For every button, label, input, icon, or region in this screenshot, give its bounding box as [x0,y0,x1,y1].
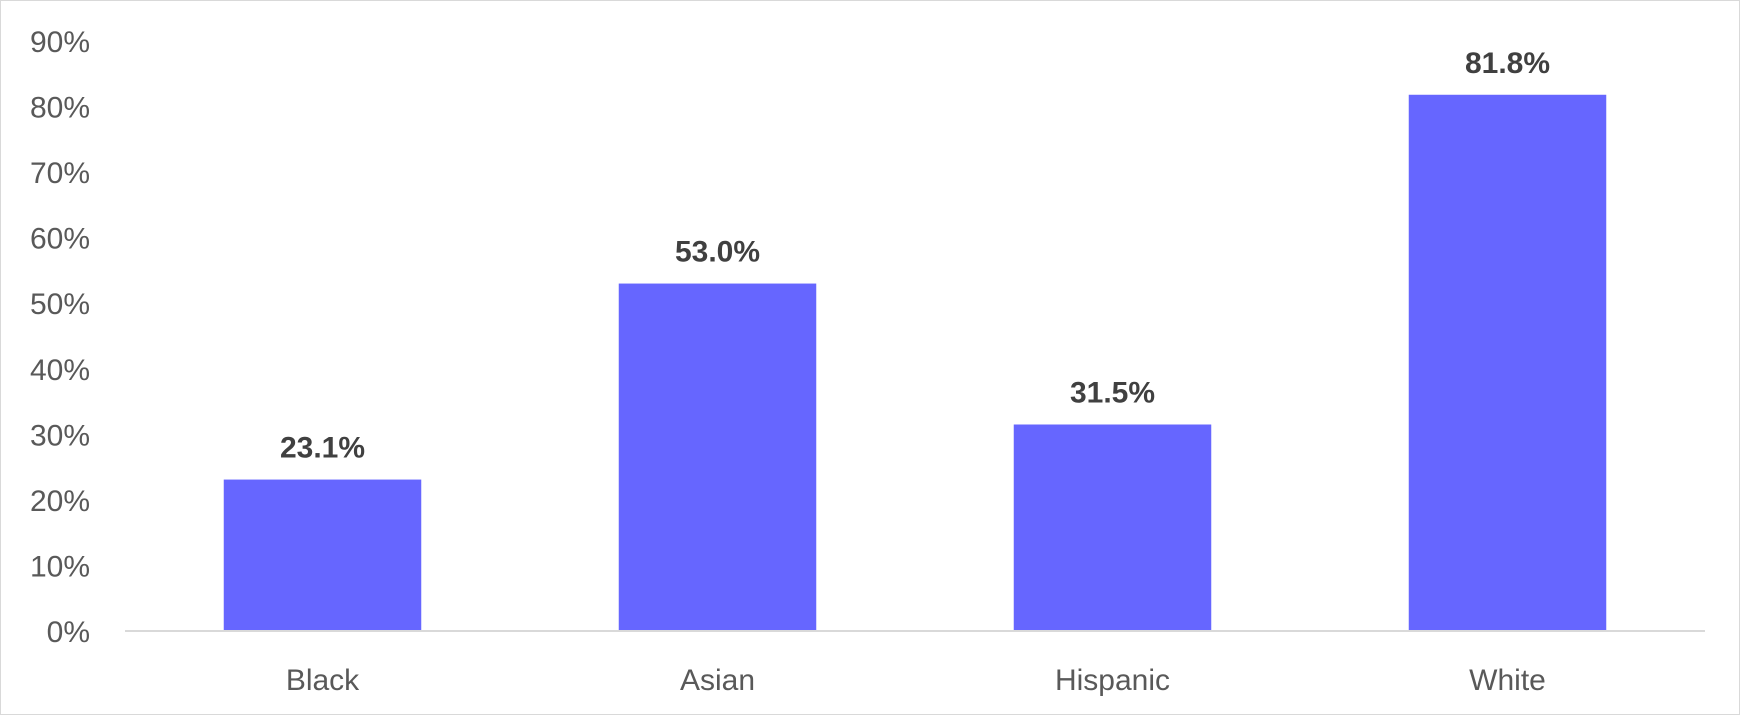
x-tick-label-black: Black [286,664,360,697]
bar-hispanic [1013,424,1212,631]
data-labels: 23.1% 53.0% 31.5% 81.8% [280,47,1550,465]
x-tick-label-asian: Asian [680,664,755,697]
y-tick-label: 70% [30,157,90,190]
data-label-asian: 53.0% [675,236,760,269]
y-tick-label: 20% [30,485,90,518]
bar-white [1408,94,1607,631]
y-tick-label: 10% [30,550,90,583]
y-tick-label: 80% [30,92,90,125]
data-label-black: 23.1% [280,432,365,465]
y-tick-label: 0% [47,616,90,649]
y-axis-ticks: 0% 10% 20% 30% 40% 50% 60% 70% 80% 90% [30,26,90,649]
bar-black [223,479,422,631]
y-tick-label: 30% [30,419,90,452]
y-tick-label: 50% [30,288,90,321]
x-tick-label-hispanic: Hispanic [1055,664,1170,697]
bars [223,94,1607,631]
x-axis-labels: Black Asian Hispanic White [286,664,1546,697]
y-tick-label: 40% [30,354,90,387]
data-label-hispanic: 31.5% [1070,377,1155,410]
bar-asian [618,283,817,631]
y-tick-label: 90% [30,26,90,59]
x-tick-label-white: White [1469,664,1546,697]
data-label-white: 81.8% [1465,47,1550,80]
y-tick-label: 60% [30,223,90,256]
